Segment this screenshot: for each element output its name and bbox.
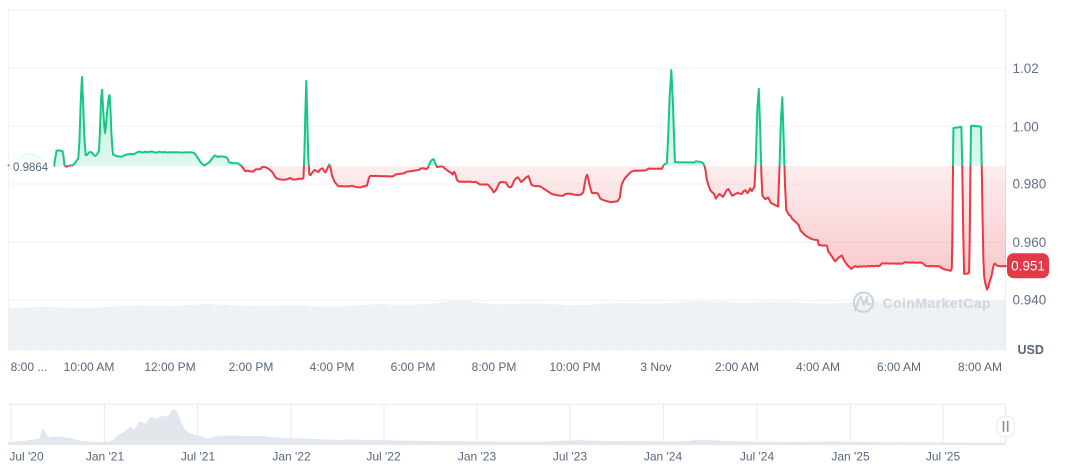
svg-text:CoinMarketCap: CoinMarketCap [883,295,992,311]
svg-text:6:00 PM: 6:00 PM [391,360,436,374]
svg-text:2:00 AM: 2:00 AM [715,360,759,374]
svg-text:Jan '24: Jan '24 [644,449,683,463]
svg-text:Jan '25: Jan '25 [831,449,870,463]
svg-text:0.940: 0.940 [1013,292,1047,307]
svg-text:6:00 AM: 6:00 AM [877,360,921,374]
svg-text:Jul '21: Jul '21 [181,449,216,463]
svg-text:1.00: 1.00 [1013,119,1039,134]
svg-text:Jan '22: Jan '22 [272,449,311,463]
svg-text:Jan '21: Jan '21 [86,449,125,463]
svg-text:1.02: 1.02 [1013,61,1039,76]
svg-text:Jul '24: Jul '24 [740,449,775,463]
svg-text:10:00 AM: 10:00 AM [64,360,115,374]
svg-text:12:00 PM: 12:00 PM [144,360,195,374]
svg-text:Jul '23: Jul '23 [553,449,588,463]
svg-text:Jul '25: Jul '25 [926,449,961,463]
svg-text:0.980: 0.980 [1013,176,1047,191]
svg-text:2:00 PM: 2:00 PM [229,360,274,374]
svg-text:USD: USD [1018,343,1044,357]
svg-text:Jan '23: Jan '23 [458,449,497,463]
svg-text:8:00 AM: 8:00 AM [958,360,1002,374]
svg-text:0.9864: 0.9864 [13,162,49,174]
svg-text:0.960: 0.960 [1013,235,1047,250]
svg-text:10:00 PM: 10:00 PM [549,360,600,374]
svg-text:Jul '20: Jul '20 [9,449,44,463]
svg-text:4:00 PM: 4:00 PM [310,360,355,374]
svg-text:Jul '22: Jul '22 [366,449,401,463]
svg-text:8:00 ...: 8:00 ... [11,360,48,374]
svg-text:4:00 AM: 4:00 AM [796,360,840,374]
svg-text:0.951: 0.951 [1011,258,1045,273]
svg-text:8:00 PM: 8:00 PM [472,360,517,374]
svg-text:3 Nov: 3 Nov [640,360,671,374]
